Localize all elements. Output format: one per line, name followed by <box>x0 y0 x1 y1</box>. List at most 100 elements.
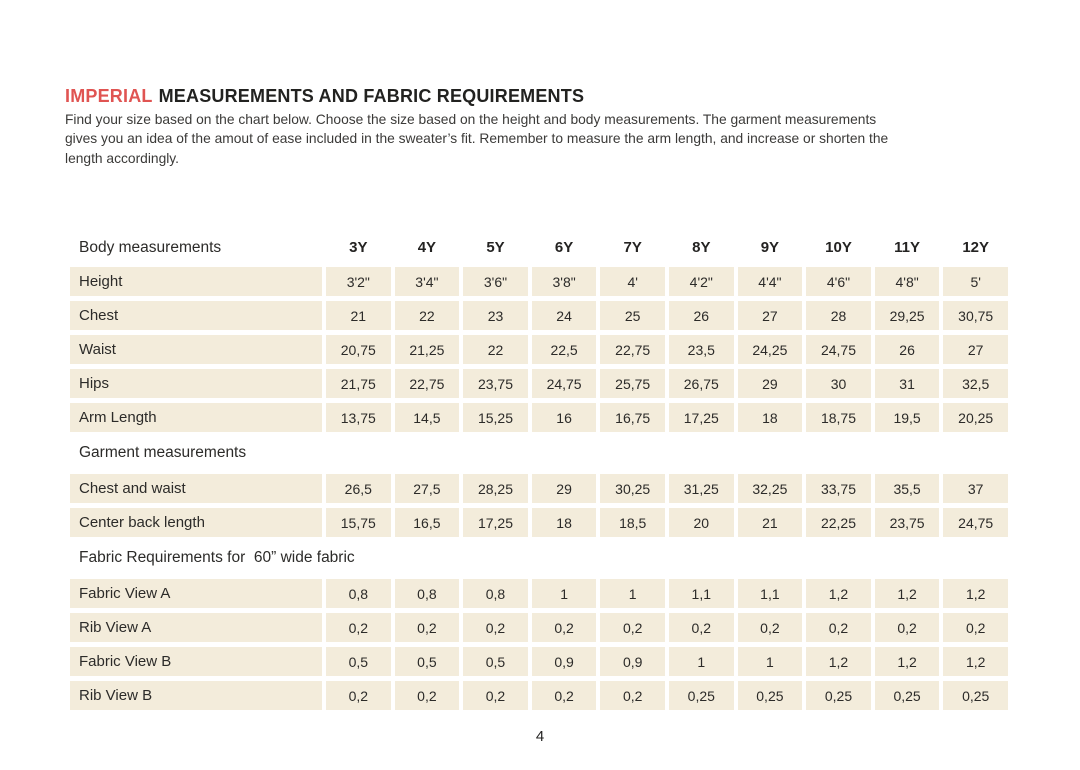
value-cell: 0,9 <box>600 647 665 676</box>
value-cell: 1 <box>668 647 734 676</box>
value-cell: 22,25 <box>806 508 871 537</box>
value-cell: 0,25 <box>668 681 734 710</box>
value-cell: 29 <box>737 369 803 398</box>
value-cell: 4'2" <box>668 267 734 296</box>
row-label: Chest and waist <box>70 474 322 503</box>
value-cell: 4'8" <box>874 267 940 296</box>
page-title-highlight: IMPERIAL <box>65 86 153 106</box>
value-cell: 29,25 <box>874 301 940 330</box>
row-label: Fabric View A <box>70 579 322 608</box>
size-header: 3Y <box>349 239 368 256</box>
value-cell: 3'8" <box>531 267 597 296</box>
value-cell: 0,2 <box>394 681 460 710</box>
value-cell: 0,25 <box>737 681 803 710</box>
value-cell: 23 <box>463 301 528 330</box>
value-cell: 19,5 <box>874 403 940 432</box>
value-cell: 26,75 <box>668 369 734 398</box>
value-cell: 30,75 <box>943 301 1008 330</box>
value-cell: 37 <box>943 474 1008 503</box>
value-cell: 0,2 <box>668 613 734 642</box>
row-label: Center back length <box>70 508 322 537</box>
table-row: Fabric View A 0,8 0,8 0,8 1 1 1,1 1,1 1,2 1,2 1,2 <box>70 579 1008 608</box>
value-cell: 22 <box>394 301 460 330</box>
value-cell: 32,25 <box>737 474 803 503</box>
intro-paragraph: Find your size based on the chart below.… <box>65 110 1025 168</box>
value-cell: 1,2 <box>874 579 940 608</box>
value-cell: 0,2 <box>874 613 940 642</box>
row-label: Chest <box>70 301 322 330</box>
section-header: Garment measurements <box>79 444 247 461</box>
table-row: Chest and waist 26,5 27,5 28,25 29 30,25 31,25… <box>70 474 1008 503</box>
table-row: Chest 21 22 23 24 25 26 27 28 29,25 30,75 <box>70 301 1008 330</box>
table-row: Hips 21,75 22,75 23,75 24,75 25,75 26,75 29 30 31… <box>70 369 1008 398</box>
size-header: 4Y <box>417 239 437 256</box>
value-cell: 23,75 <box>463 369 528 398</box>
value-cell: 21 <box>737 508 803 537</box>
value-cell: 23,5 <box>668 335 734 364</box>
value-cell: 17,25 <box>463 508 528 537</box>
value-cell: 20 <box>668 508 734 537</box>
value-cell: 0,8 <box>394 579 460 608</box>
value-cell: 24,75 <box>806 335 871 364</box>
value-cell: 0,2 <box>463 681 528 710</box>
value-cell: 18,75 <box>806 403 871 432</box>
value-cell: 1,2 <box>943 579 1008 608</box>
table-row: Arm Length 13,75 14,5 15,25 16 16,75 17,25 18 18… <box>70 403 1008 432</box>
value-cell: 16 <box>531 403 597 432</box>
intro-line: Find your size based on the chart below.… <box>65 112 877 127</box>
value-cell: 31 <box>874 369 940 398</box>
table-row: Height 3'2" 3'4" 3'6" 3'8" 4' 4'2" 4'4" 4'6" 4'8"… <box>70 267 1008 296</box>
value-cell: 0,5 <box>463 647 528 676</box>
size-header: 6Y <box>554 239 574 256</box>
value-cell: 21,25 <box>394 335 460 364</box>
value-cell: 21,75 <box>326 369 391 398</box>
value-cell: 3'2" <box>326 267 391 296</box>
value-cell: 0,2 <box>943 613 1008 642</box>
value-cell: 0,2 <box>326 681 391 710</box>
value-cell: 1,2 <box>943 647 1008 676</box>
size-header: 11Y <box>894 239 921 256</box>
value-cell: 20,75 <box>326 335 391 364</box>
size-header: 10Y <box>825 239 852 256</box>
value-cell: 29 <box>531 474 597 503</box>
value-cell: 15,75 <box>326 508 391 537</box>
value-cell: 16,75 <box>600 403 665 432</box>
value-cell: 0,2 <box>600 681 665 710</box>
value-cell: 22,75 <box>394 369 460 398</box>
value-cell: 0,2 <box>531 613 597 642</box>
intro-line: length accordingly. <box>65 150 180 166</box>
value-cell: 21 <box>326 301 391 330</box>
value-cell: 0,2 <box>806 613 871 642</box>
value-cell: 33,75 <box>806 474 871 503</box>
value-cell: 4'4" <box>737 267 803 296</box>
value-cell: 0,5 <box>326 647 391 676</box>
value-cell: 17,25 <box>668 403 734 432</box>
value-cell: 24,75 <box>531 369 597 398</box>
value-cell: 26 <box>874 335 940 364</box>
value-cell: 35,5 <box>874 474 940 503</box>
row-label: Hips <box>70 369 322 398</box>
value-cell: 30 <box>806 369 871 398</box>
table-row: Waist 20,75 21,25 22 22,5 22,75 23,5 24,25 24,75… <box>70 335 1008 364</box>
value-cell: 3'4" <box>394 267 460 296</box>
value-cell: 0,2 <box>737 613 803 642</box>
value-cell: 0,9 <box>531 647 597 676</box>
table-row: Fabric View B 0,5 0,5 0,5 0,9 0,9 1 1 1,2 1,2 1,2 <box>70 647 1008 676</box>
value-cell: 0,25 <box>806 681 871 710</box>
value-cell: 0,2 <box>600 613 665 642</box>
value-cell: 22 <box>463 335 528 364</box>
value-cell: 27 <box>943 335 1008 364</box>
row-label: Fabric View B <box>70 647 322 676</box>
value-cell: 1,1 <box>668 579 734 608</box>
section-header: Fabric Requirements for 60” wide fabric <box>79 549 355 566</box>
table-row: Center back length 15,75 16,5 17,25 18 18,5 20… <box>70 508 1008 537</box>
value-cell: 0,5 <box>394 647 460 676</box>
value-cell: 4'6" <box>806 267 871 296</box>
section-header-row: Fabric Requirements for 60” wide fabric <box>70 542 1008 574</box>
value-cell: 18 <box>737 403 803 432</box>
value-cell: 0,2 <box>394 613 460 642</box>
value-cell: 13,75 <box>326 403 391 432</box>
value-cell: 24 <box>531 301 597 330</box>
row-label: Rib View A <box>70 613 322 642</box>
